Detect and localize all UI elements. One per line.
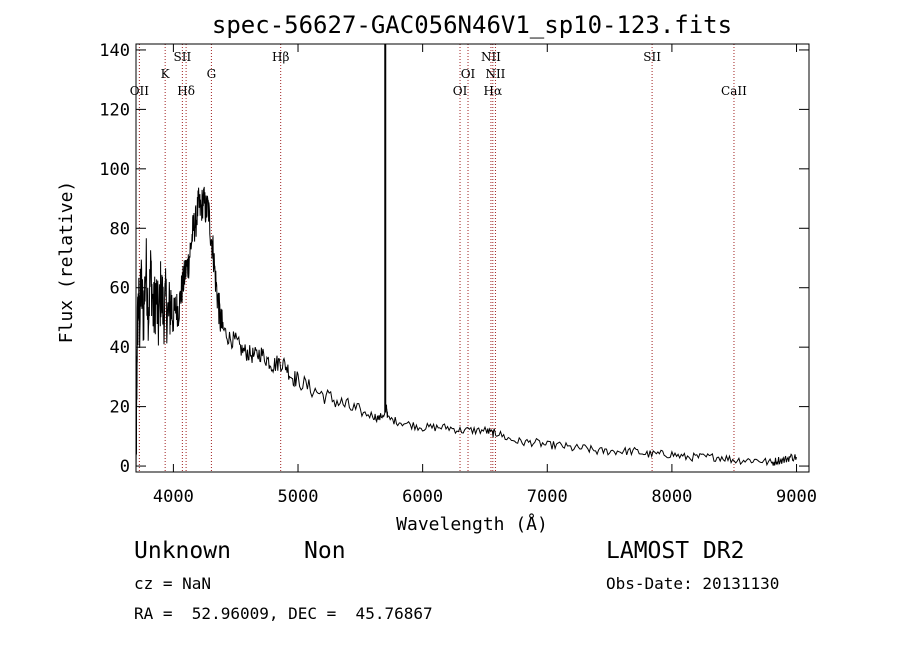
line-marker-label: NII — [481, 50, 501, 64]
survey-name: LAMOST DR2 — [606, 538, 745, 564]
x-tick-label: 5000 — [278, 487, 319, 507]
observation-date: Obs-Date: 20131130 — [606, 574, 780, 593]
x-tick-label: 6000 — [402, 487, 443, 507]
subclass: Non — [304, 538, 346, 564]
line-marker-label: SII — [174, 50, 192, 64]
y-tick-label: 20 — [110, 398, 130, 418]
y-tick-label: 40 — [110, 338, 130, 358]
y-tick-label: 100 — [99, 160, 130, 180]
x-axis-ticks: 4000 5000 6000 7000 8000 9000 — [153, 44, 817, 507]
line-marker-label: Hα — [484, 84, 503, 98]
line-marker-label: CaII — [721, 84, 747, 98]
y-axis-label: Flux (relative) — [56, 181, 77, 344]
y-axis-ticks: 0 20 40 60 80 100 120 140 — [99, 41, 809, 477]
coordinates: RA = 52.96009, DEC = 45.76867 — [134, 604, 433, 623]
y-tick-label: 140 — [99, 41, 130, 61]
y-tick-label: 60 — [110, 279, 130, 299]
y-tick-label: 80 — [110, 219, 130, 239]
spectrum-line — [135, 186, 797, 467]
line-marker-label: OI — [453, 84, 468, 98]
x-tick-label: 8000 — [651, 487, 692, 507]
line-marker-label: NII — [485, 67, 505, 81]
x-axis-label: Wavelength (Å) — [396, 513, 548, 535]
x-tick-label: 9000 — [776, 487, 817, 507]
y-tick-label: 120 — [99, 100, 130, 120]
class-name: Unknown — [134, 538, 231, 564]
x-tick-label: 4000 — [153, 487, 194, 507]
line-marker-label: Hδ — [177, 84, 195, 98]
line-marker-label: OII — [130, 84, 150, 98]
chart-title: spec-56627-GAC056N46V1_sp10-123.fits — [212, 11, 732, 39]
redshift-cz: cz = NaN — [134, 574, 212, 593]
line-marker-label: Hβ — [272, 50, 289, 64]
plot-frame — [135, 43, 810, 473]
line-marker-label: OI — [461, 67, 476, 81]
line-marker-label: K — [161, 67, 171, 81]
line-marker-label: SII — [643, 50, 661, 64]
line-marker-label: G — [207, 67, 217, 81]
x-tick-label: 7000 — [527, 487, 568, 507]
y-tick-label: 0 — [120, 457, 130, 477]
